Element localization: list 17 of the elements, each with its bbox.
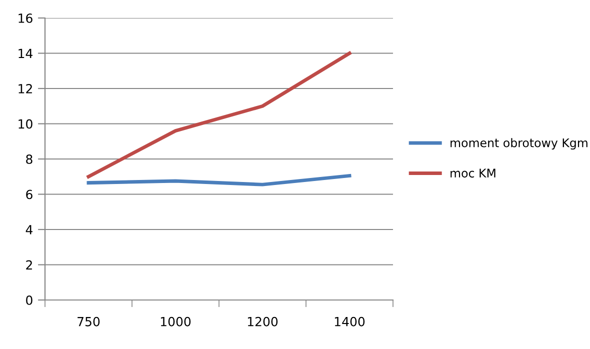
y-tick-label: 14 [18,48,32,58]
y-tick-label: 4 [26,225,32,234]
y-tick-label: 6 [26,190,32,200]
x-tick-label: 1000 [160,316,191,326]
y-tick-label: 2 [26,260,32,270]
x-tick-label: 750 [78,316,100,326]
y-tick-label: 12 [18,84,32,94]
legend-label: moment obrotowy Kgm [450,138,588,150]
x-tick-label: 1400 [334,316,365,326]
line-series [86,52,352,178]
y-tick-label: 0 [26,295,32,305]
line-series [86,174,352,186]
x-tick-label: 1200 [248,316,278,326]
legend-label: moc KM [450,168,496,178]
y-tick-label: 8 [26,154,32,164]
y-tick-label: 16 [18,13,32,23]
y-tick-label: 10 [18,119,32,129]
